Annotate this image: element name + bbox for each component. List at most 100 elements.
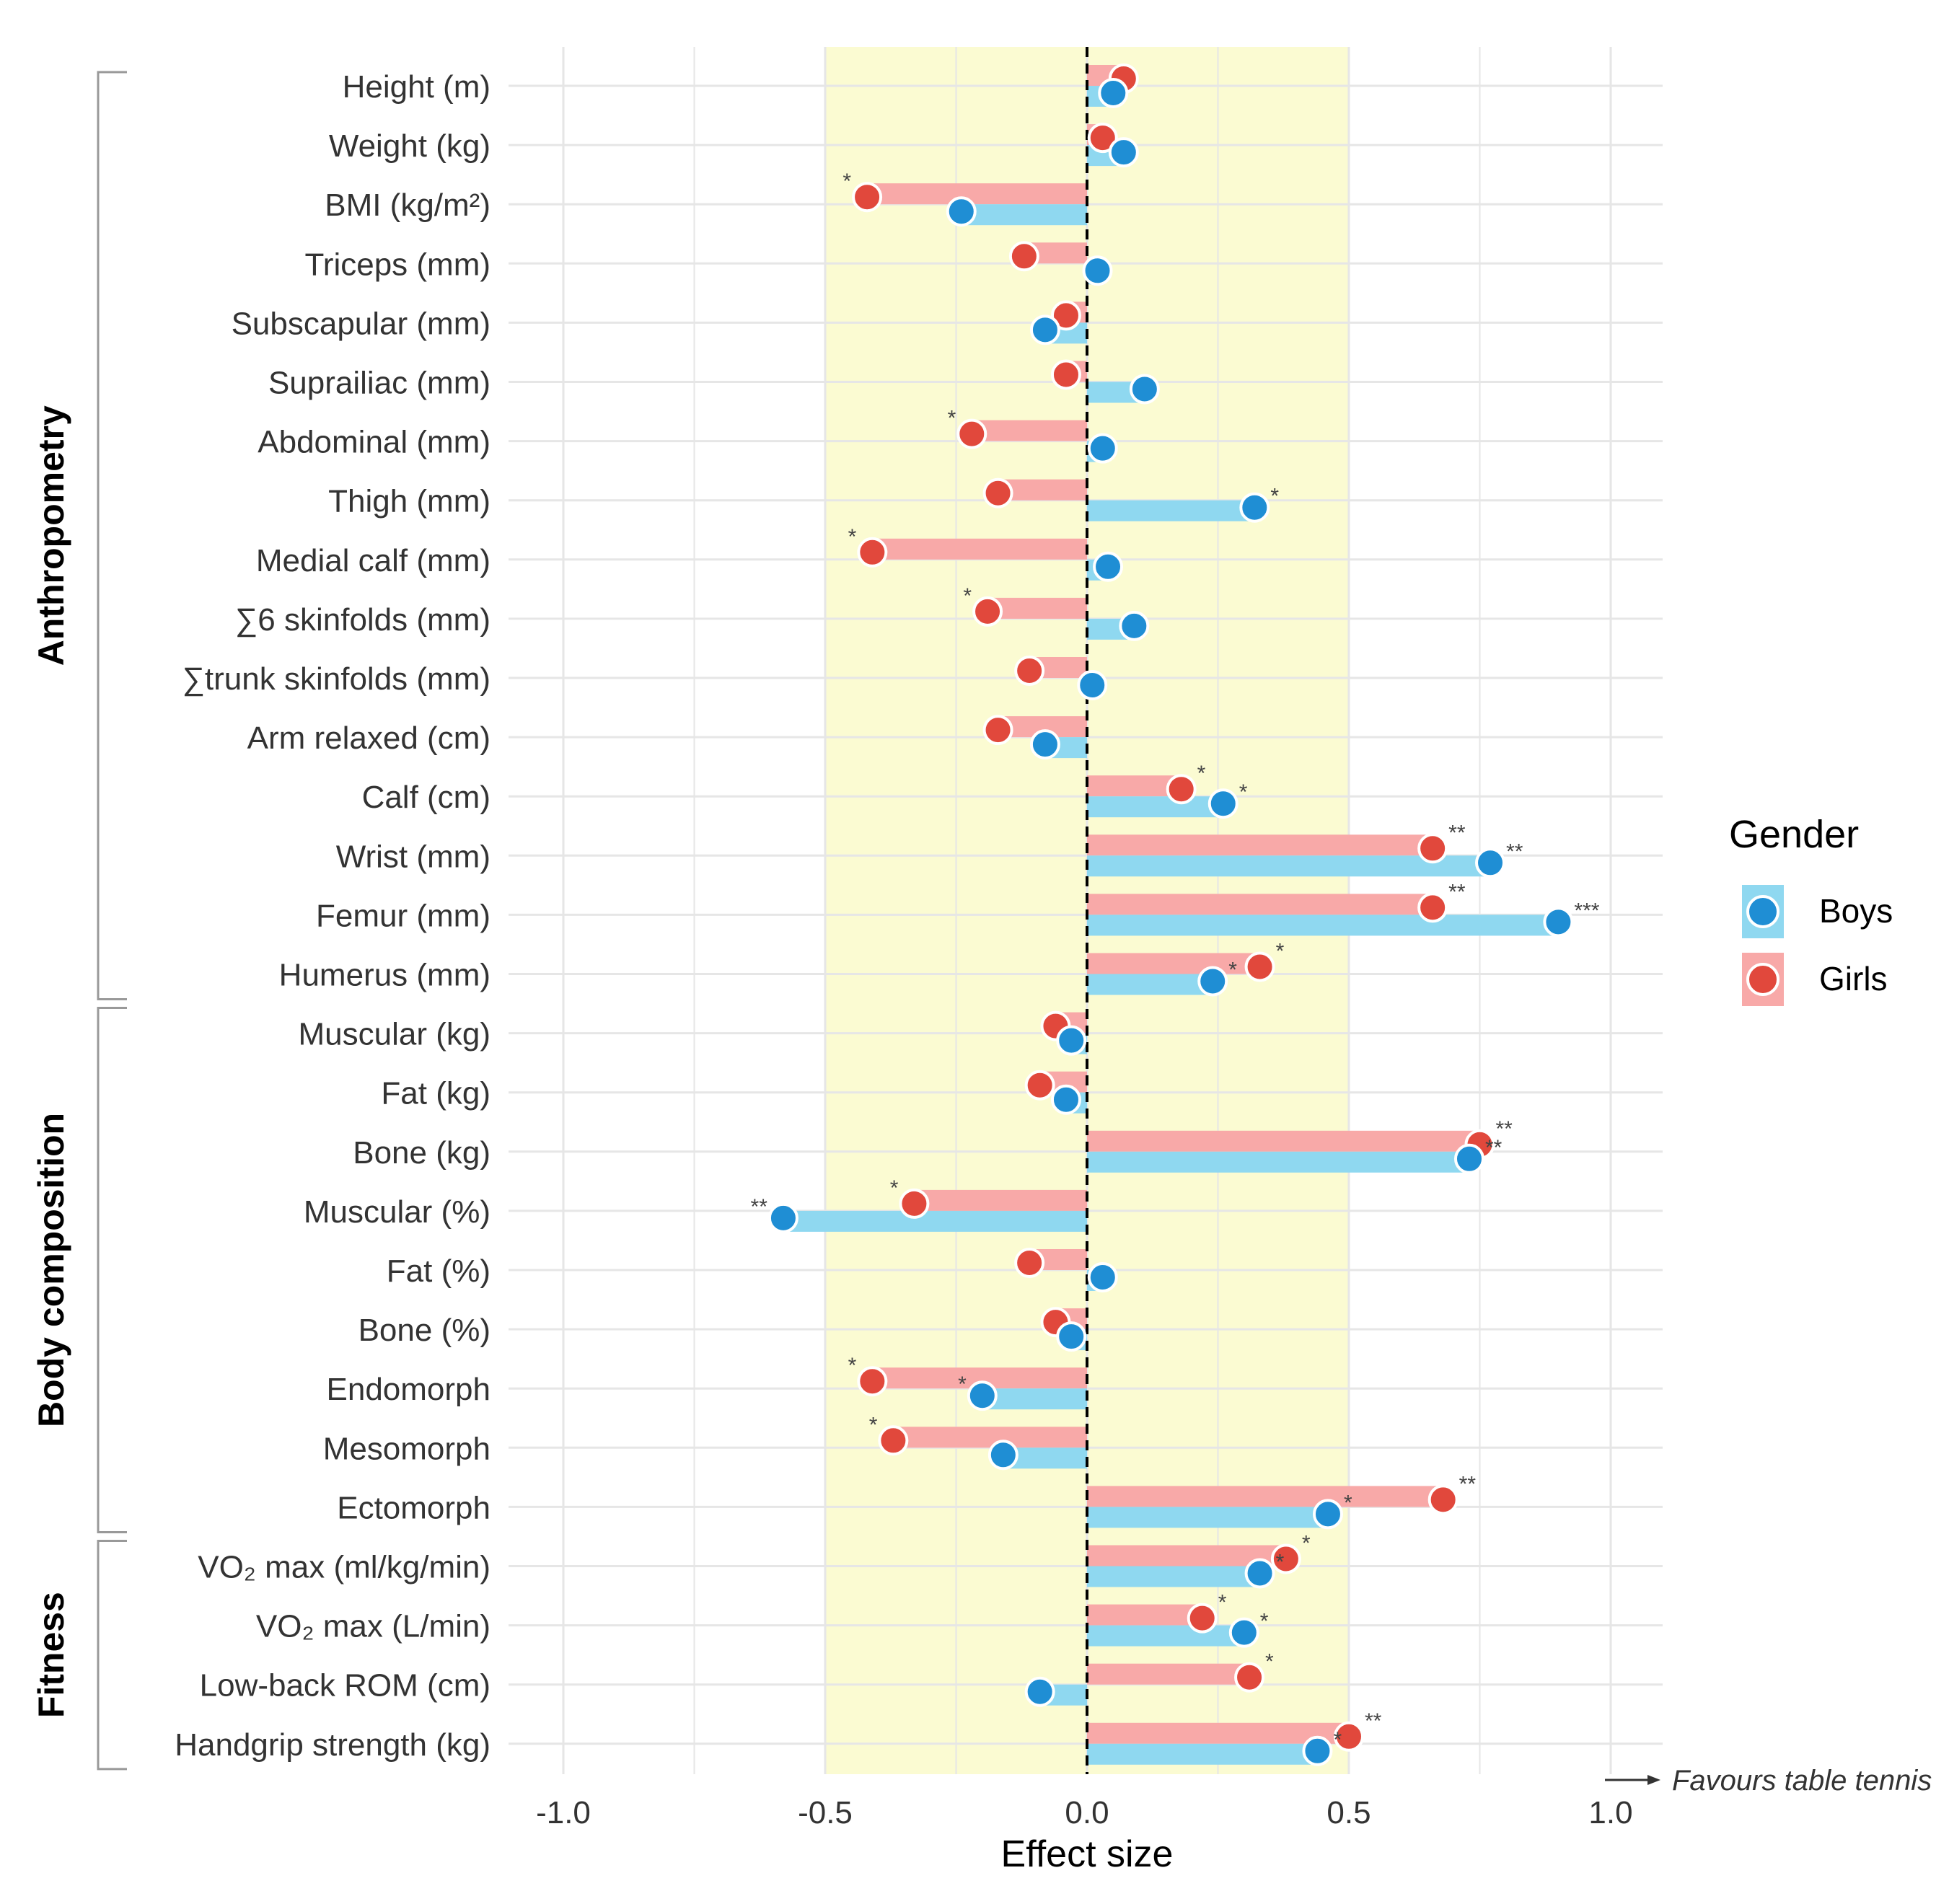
boys-significance-label: ** — [1506, 839, 1523, 863]
girls-significance-label: * — [1218, 1591, 1227, 1615]
girls-bar — [1087, 1130, 1480, 1152]
legend: Gender Boys Girls — [1729, 813, 1893, 1006]
girls-point — [1166, 774, 1197, 805]
girls-significance-label: * — [963, 584, 972, 608]
legend-marker-girls — [1746, 963, 1779, 996]
boys-bar — [783, 1210, 1087, 1232]
girls-significance-label: ** — [1365, 1709, 1382, 1733]
boys-point — [1087, 433, 1118, 464]
boys-significance-label: ** — [751, 1195, 768, 1219]
boys-bar — [1087, 914, 1559, 936]
girls-significance-label: * — [842, 169, 851, 193]
boys-significance-label: *** — [1574, 899, 1599, 922]
legend-label-girls: Girls — [1819, 960, 1888, 997]
group-label: Anthropometry — [31, 405, 71, 666]
x-tick-label: 0.5 — [1327, 1795, 1371, 1830]
group-bracket — [97, 1007, 127, 1533]
boys-bar — [1087, 1151, 1469, 1173]
girls-significance-label: * — [1276, 940, 1285, 964]
boys-point — [1098, 78, 1129, 108]
boys-point — [1024, 1676, 1055, 1707]
boys-point — [1543, 907, 1574, 938]
group-label: Body composition — [31, 1113, 71, 1427]
girls-significance-label: * — [1302, 1532, 1311, 1556]
girls-point — [1087, 123, 1118, 154]
boys-point — [1129, 374, 1160, 405]
boys-point — [1239, 492, 1270, 523]
girls-bar — [1087, 953, 1260, 974]
girls-point — [956, 418, 987, 449]
boys-point — [1077, 670, 1108, 700]
girls-bar — [914, 1189, 1087, 1211]
girls-point — [1024, 1070, 1055, 1101]
category-label: Subscapular (mm) — [232, 306, 490, 341]
boys-bar — [961, 204, 1087, 226]
girls-point — [852, 182, 883, 213]
girls-point — [1244, 951, 1275, 982]
girls-bar — [872, 538, 1087, 560]
category-label: Bone (kg) — [353, 1135, 490, 1171]
girls-point — [1050, 300, 1081, 331]
girls-bar — [1087, 1604, 1202, 1626]
category-label: Muscular (kg) — [299, 1017, 491, 1052]
boys-significance-label: * — [1270, 485, 1279, 508]
group-bracket — [97, 71, 127, 1001]
girls-point — [982, 715, 1013, 746]
category-label: Triceps (mm) — [305, 247, 490, 282]
x-axis-title: Effect size — [1001, 1833, 1174, 1875]
boys-point — [1207, 788, 1239, 819]
girls-point — [1014, 656, 1045, 686]
girls-significance-label: * — [1265, 1650, 1274, 1674]
boys-bar — [1087, 1743, 1318, 1765]
girls-significance-label: * — [848, 525, 857, 549]
girls-significance-label: * — [1197, 762, 1206, 785]
girls-point — [1187, 1603, 1218, 1634]
girls-point — [1050, 359, 1081, 390]
girls-bar — [972, 420, 1087, 441]
category-label: Muscular (%) — [304, 1194, 490, 1230]
boys-point — [1108, 137, 1139, 168]
group-brackets: Anthropometry Body composition Fitness — [31, 71, 127, 1771]
boys-point — [1228, 1617, 1259, 1648]
girls-point — [878, 1425, 909, 1456]
girls-significance-label: * — [848, 1354, 857, 1378]
category-label: Ectomorph — [337, 1490, 490, 1525]
x-tick-label: 1.0 — [1588, 1795, 1632, 1830]
girls-significance-label: * — [890, 1176, 899, 1200]
girls-bar — [1087, 1722, 1349, 1744]
girls-significance-label: ** — [1448, 880, 1466, 904]
boys-point — [946, 196, 977, 227]
boys-point — [1119, 610, 1150, 641]
category-label: Abdominal (mm) — [258, 425, 490, 460]
boys-point — [1093, 551, 1124, 582]
boys-point — [767, 1202, 798, 1233]
boys-point — [1312, 1499, 1343, 1530]
bars — [783, 65, 1559, 1765]
category-label: BMI (kg/m²) — [325, 188, 490, 223]
girls-significance-label: ** — [1496, 1117, 1513, 1141]
category-label: ∑6 skinfolds (mm) — [235, 602, 490, 638]
legend-title: Gender — [1729, 813, 1859, 856]
girls-bar — [1087, 1663, 1250, 1685]
girls-point — [1014, 1248, 1045, 1278]
category-label: Suprailiac (mm) — [268, 366, 490, 401]
girls-point — [857, 537, 888, 568]
boys-point — [1244, 1558, 1275, 1589]
girls-point — [899, 1188, 930, 1219]
girls-point — [982, 477, 1013, 508]
boys-significance-label: * — [1239, 780, 1248, 804]
boys-bar — [1087, 1625, 1244, 1647]
boys-point — [1087, 1262, 1118, 1292]
girls-point — [1417, 833, 1448, 864]
girls-significance-label: * — [869, 1413, 878, 1437]
category-label: Femur (mm) — [316, 898, 490, 933]
girls-bar — [987, 597, 1087, 619]
legend-marker-boys — [1746, 895, 1779, 928]
favours-table-tennis-label: Favours table tennis — [1672, 1765, 1932, 1797]
group-label: Fitness — [31, 1592, 71, 1718]
girls-point — [1427, 1484, 1459, 1515]
girls-bar — [1087, 834, 1433, 856]
girls-point — [1270, 1543, 1301, 1574]
girls-significance-label: ** — [1448, 821, 1466, 845]
